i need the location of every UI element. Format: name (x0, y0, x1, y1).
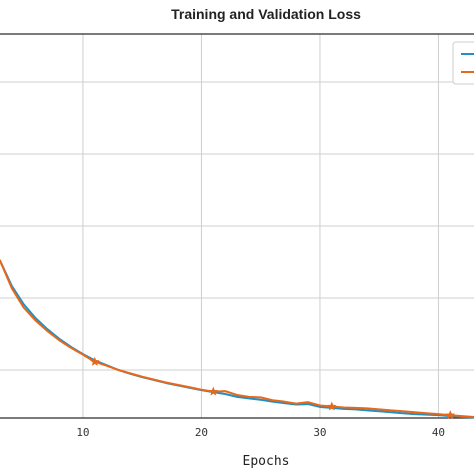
series-2-star-marker (208, 386, 219, 396)
chart-title: Training and Validation Loss (171, 6, 361, 22)
series-layer (0, 259, 474, 420)
series-2-star-marker (445, 410, 456, 420)
series-2-line (0, 259, 474, 419)
legend-box (452, 41, 474, 85)
x-tick-label: 20 (195, 426, 208, 439)
x-tick-label: 10 (76, 426, 89, 439)
legend (452, 41, 474, 85)
grid (0, 34, 474, 418)
x-axis-label: Epochs (243, 454, 290, 469)
plot-area (0, 33, 474, 419)
x-tick-label: 30 (313, 426, 326, 439)
x-tick-label: 40 (432, 426, 445, 439)
x-tick-labels: 10 20 30 40 (76, 426, 445, 439)
series-2-star-marker (327, 401, 337, 411)
series-2-star-marker (90, 356, 100, 366)
